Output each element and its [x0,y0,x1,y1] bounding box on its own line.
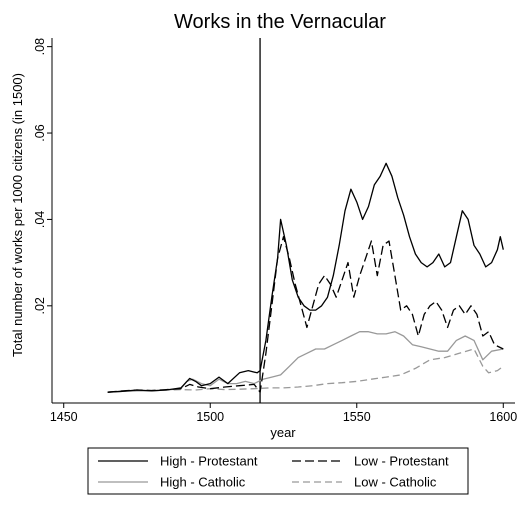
y-axis-ticks: .02 .04 .06 .08 [33,38,52,315]
plot-area: 1450 1500 1550 1600 .02 .04 .06 .08 [33,38,517,424]
x-tick-label: 1500 [196,410,224,424]
x-tick-label: 1550 [343,410,371,424]
legend: High - Protestant Low - Protestant High - … [87,447,469,495]
y-axis-label: Total number of works per 1000 citizens … [10,73,25,357]
x-tick-label: 1600 [489,410,517,424]
x-axis-label: year [270,425,296,440]
chart-title: Works in the Vernacular [174,11,386,33]
series-line-high-protestant [107,162,504,393]
y-tick-label: .02 [33,297,47,314]
series-line-high-catholic [107,331,504,393]
legend-label: High - Catholic [160,475,246,490]
x-tick-label: 1450 [50,410,78,424]
legend-label: Low - Protestant [354,454,449,469]
legend-box [87,447,469,495]
y-tick-label: .06 [33,124,47,141]
legend-label: Low - Catholic [354,475,437,490]
y-tick-label: .04 [33,211,47,228]
series-lines [107,162,504,393]
legend-items: High - Protestant Low - Protestant High - … [98,454,449,490]
y-tick-label: .08 [33,38,47,55]
series-line-low-protestant [107,236,504,393]
legend-label: High - Protestant [160,454,258,469]
x-axis-ticks: 1450 1500 1550 1600 [50,403,517,424]
series-line-low-catholic [107,348,504,393]
